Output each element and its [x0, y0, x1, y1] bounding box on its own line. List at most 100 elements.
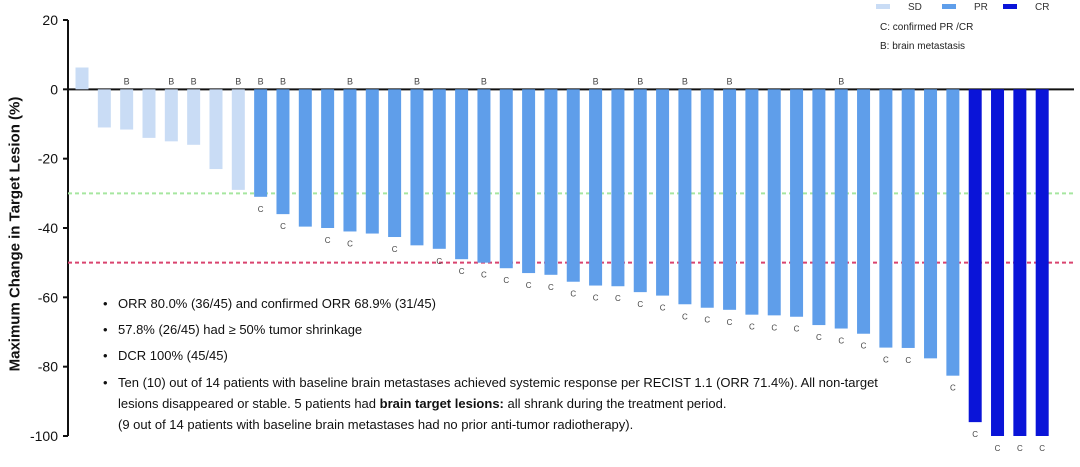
- bar: [924, 89, 938, 359]
- bar: [633, 89, 647, 293]
- confirmed-marker: C: [280, 222, 286, 231]
- confirmed-marker: C: [436, 257, 442, 266]
- bar: [589, 89, 603, 286]
- bar: [745, 89, 759, 315]
- confirmed-marker: C: [526, 281, 532, 290]
- bar: [276, 89, 290, 215]
- y-tick-label: -60: [38, 289, 58, 305]
- confirmed-marker: C: [950, 384, 956, 393]
- brain-metastasis-marker: B: [481, 76, 487, 86]
- confirmed-marker: C: [682, 312, 688, 321]
- bar: [946, 89, 960, 376]
- bar: [209, 89, 223, 170]
- note-brain-metastases: Ten (10) out of 14 patients with baselin…: [100, 372, 930, 435]
- confirmed-marker: C: [481, 271, 487, 280]
- bar: [834, 89, 848, 329]
- legend-swatch: [876, 4, 890, 9]
- brain-metastasis-marker: B: [280, 76, 286, 86]
- legend: SD PR CR: [876, 2, 1049, 13]
- note-orr: ORR 80.0% (36/45) and confirmed ORR 68.9…: [100, 296, 930, 311]
- bar: [321, 89, 335, 228]
- bar: [857, 89, 871, 334]
- bar: [700, 89, 714, 308]
- y-tick-label: 20: [42, 12, 58, 28]
- y-tick-label: -20: [38, 151, 58, 167]
- confirmed-marker: C: [548, 283, 554, 292]
- brain-metastasis-marker: B: [727, 76, 733, 86]
- confirmed-marker: C: [816, 333, 822, 342]
- note-shrinkage: 57.8% (26/45) had ≥ 50% tumor shrinkage: [100, 322, 930, 337]
- bar: [388, 89, 402, 238]
- bar: [410, 89, 424, 246]
- bar: [991, 89, 1005, 436]
- bar: [455, 89, 469, 260]
- confirmed-marker: C: [325, 236, 331, 245]
- bar: [343, 89, 357, 232]
- y-tick-label: -100: [30, 428, 58, 444]
- brain-metastasis-marker: B: [124, 76, 130, 86]
- legend-swatch: [942, 4, 956, 9]
- brain-metastasis-marker: B: [838, 76, 844, 86]
- brain-metastasis-marker: B: [235, 76, 241, 86]
- bar: [499, 89, 513, 269]
- confirmed-marker: C: [861, 342, 867, 351]
- confirmed-marker: C: [459, 267, 465, 276]
- confirmed-marker: C: [347, 239, 353, 248]
- bar: [566, 89, 580, 282]
- brain-metastasis-marker: B: [168, 76, 174, 86]
- brain-metastasis-marker: B: [637, 76, 643, 86]
- legend-note-brain: B: brain metastasis: [880, 41, 966, 52]
- bar: [723, 89, 737, 310]
- confirmed-marker: C: [995, 444, 1001, 453]
- y-axis-label-text: Maximum Change in Target Lesion (%): [6, 96, 24, 371]
- confirmed-marker: C: [838, 337, 844, 346]
- bar: [142, 89, 156, 138]
- bar: [477, 89, 491, 263]
- bar: [254, 89, 268, 197]
- legend-label: SD: [908, 2, 922, 13]
- bar: [879, 89, 893, 348]
- bar: [432, 89, 446, 249]
- brain-metastasis-marker: B: [347, 76, 353, 86]
- y-tick-label: -40: [38, 220, 58, 236]
- legend-swatch: [1003, 4, 1017, 9]
- bar: [187, 89, 201, 145]
- brain-metastasis-marker: B: [191, 76, 197, 86]
- note-dcr: DCR 100% (45/45): [100, 348, 930, 363]
- legend-label: PR: [974, 2, 988, 13]
- bar: [75, 67, 89, 90]
- bar: [1035, 89, 1049, 436]
- bar: [365, 89, 379, 234]
- brain-metastasis-marker: B: [258, 76, 264, 86]
- bar: [968, 89, 982, 423]
- legend-label: CR: [1035, 2, 1049, 13]
- bar: [298, 89, 312, 227]
- bar: [231, 89, 245, 190]
- confirmed-marker: C: [1039, 444, 1045, 453]
- bar: [678, 89, 692, 305]
- bar: [522, 89, 536, 274]
- bar: [544, 89, 558, 275]
- bar: [97, 89, 111, 128]
- bars: [75, 67, 1049, 436]
- bar: [790, 89, 804, 317]
- legend-note-confirmed: C: confirmed PR /CR: [880, 22, 974, 33]
- y-tick-label: -80: [38, 359, 58, 375]
- y-axis-label: Maximum Change in Target Lesion (%): [2, 0, 28, 467]
- brain-metastasis-marker: B: [414, 76, 420, 86]
- bar: [120, 89, 134, 130]
- confirmed-marker: C: [258, 205, 264, 214]
- confirmed-marker: C: [503, 276, 509, 285]
- confirmed-marker: C: [704, 316, 710, 325]
- summary-notes: ORR 80.0% (36/45) and confirmed ORR 68.9…: [100, 296, 930, 435]
- confirmed-marker: C: [392, 245, 398, 254]
- confirmed-marker: C: [1017, 444, 1023, 453]
- brain-metastasis-marker: B: [593, 76, 599, 86]
- bar: [611, 89, 625, 287]
- confirmed-marker: C: [972, 430, 978, 439]
- brain-metastasis-marker: B: [682, 76, 688, 86]
- bar: [767, 89, 781, 316]
- bar: [1013, 89, 1027, 436]
- bar: [656, 89, 670, 296]
- confirmed-marker: C: [570, 290, 576, 299]
